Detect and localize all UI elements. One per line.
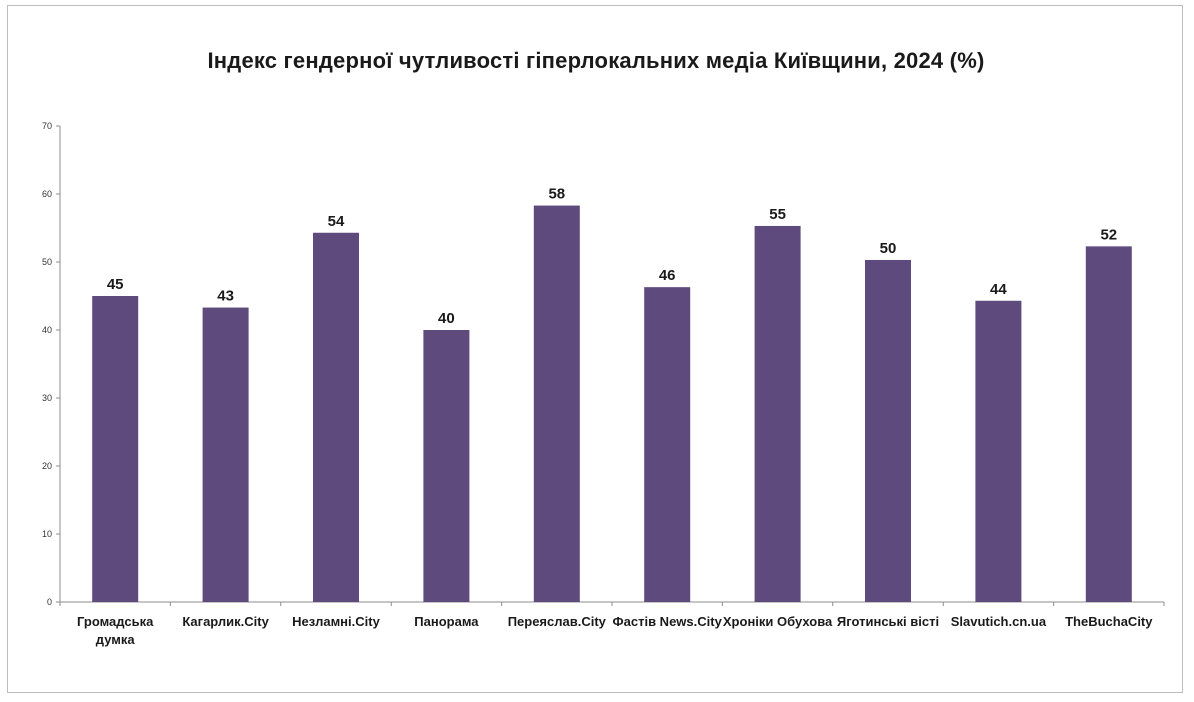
category-label: Яготинські вісті <box>837 614 939 629</box>
y-tick-label: 50 <box>42 257 52 267</box>
y-tick-label: 70 <box>42 121 52 131</box>
y-tick-label: 10 <box>42 529 52 539</box>
bar <box>975 300 1022 602</box>
bar <box>423 330 470 602</box>
y-tick-label: 60 <box>42 189 52 199</box>
y-tick-label: 40 <box>42 325 52 335</box>
y-tick-label: 30 <box>42 393 52 403</box>
category-label: Переяслав.City <box>508 614 607 629</box>
y-tick-label: 0 <box>47 597 52 607</box>
bar <box>533 205 580 602</box>
category-label: Slavutich.cn.ua <box>951 614 1047 629</box>
category-label: Громадська думка <box>77 614 154 647</box>
category-label: Хроніки Обухова <box>723 614 833 629</box>
data-label: 58 <box>548 186 565 203</box>
category-label: Кагарлик.City <box>182 614 269 629</box>
chart-title: Індекс гендерної чутливості гіперлокальн… <box>207 48 985 73</box>
bar <box>865 259 911 602</box>
y-tick-label: 20 <box>42 461 52 471</box>
category-label: Незламні.City <box>292 614 380 629</box>
bar <box>92 296 139 602</box>
category-label: Фастів News.City <box>613 614 723 629</box>
data-label: 45 <box>107 276 124 293</box>
data-label: 46 <box>659 267 676 284</box>
data-label: 43 <box>217 288 234 305</box>
data-label: 50 <box>880 240 897 257</box>
bar <box>1085 246 1132 603</box>
data-label: 54 <box>328 213 345 230</box>
category-label: TheBuchaCity <box>1065 614 1153 629</box>
data-label: 52 <box>1100 226 1117 243</box>
data-label: 44 <box>990 281 1007 298</box>
data-label: 40 <box>438 310 455 327</box>
bar <box>313 232 359 602</box>
bar <box>202 307 249 602</box>
data-label: 55 <box>769 206 786 223</box>
bar <box>644 287 691 602</box>
bar <box>754 225 801 602</box>
category-label: Панорама <box>414 614 479 629</box>
